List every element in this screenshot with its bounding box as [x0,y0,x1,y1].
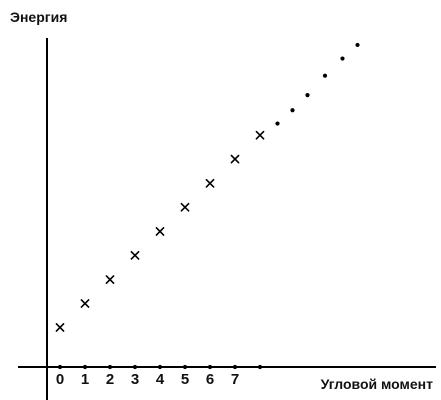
x-marker-point [255,130,265,140]
axis-dot-point [57,364,63,370]
x-tick-label: 5 [181,371,189,388]
x-tick-label: 2 [106,371,114,388]
x-marker-point [230,154,240,164]
x-marker-point [130,250,140,260]
axis-dot-point [207,364,213,370]
axis-dot-point [82,364,88,370]
x-tick-label: 4 [156,371,165,388]
dot-marker-point [322,73,328,78]
x-marker-point [155,227,165,236]
x-marker-point [205,178,215,188]
x-marker-point [105,275,115,284]
axis-dot-point [132,364,138,370]
axis-dot-point [232,364,238,370]
y-axis-label: Энергия [10,9,67,25]
dot-marker-point [340,56,345,61]
axis-dot-point [157,364,163,370]
x-tick-label: 3 [131,371,139,388]
dot-marker-point [355,42,360,48]
x-tick-label: 1 [81,371,89,388]
axis-dot-point [107,364,113,370]
x-marker-point [180,202,190,212]
x-tick-label: 0 [56,371,64,388]
dot-marker-point [290,108,295,113]
axis-dot-point [182,364,188,370]
axes [18,38,436,400]
dot-marker-point [305,92,310,98]
x-marker-point [55,323,65,332]
x-tick-label: 7 [231,371,239,388]
x-marker-point [80,299,90,308]
axis-dot-point [257,364,263,370]
data-points [55,42,360,370]
x-axis-label: Угловой момент [321,376,434,392]
dot-marker-point [275,121,280,126]
x-tick-label: 6 [206,371,214,388]
